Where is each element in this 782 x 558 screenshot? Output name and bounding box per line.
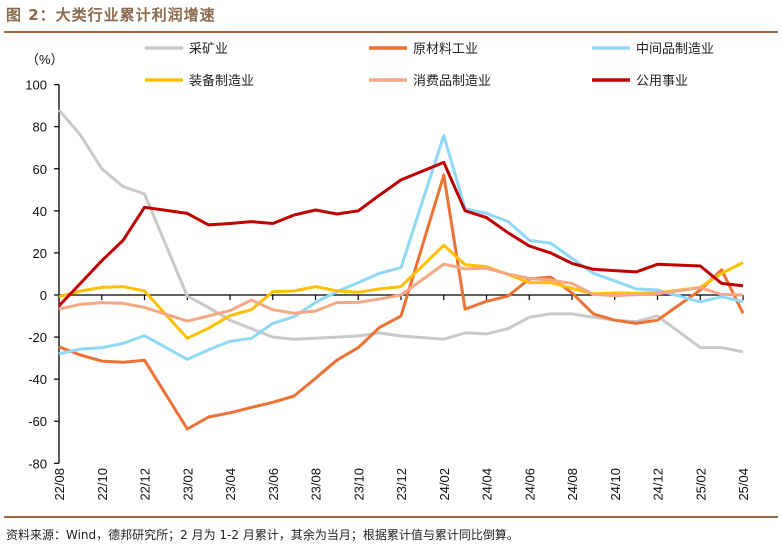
legend-label: 公用事业 [636, 74, 688, 89]
x-tick-label: 24/04 [480, 468, 495, 501]
x-tick-label: 24/10 [608, 468, 623, 501]
y-tick-label: 0 [40, 288, 47, 303]
legend-label: 消费品制造业 [413, 74, 491, 89]
x-tick-label: 23/02 [180, 468, 195, 501]
series-line-2 [58, 134, 744, 361]
legend-label: 中间品制造业 [636, 42, 714, 57]
series-line-1 [58, 173, 745, 431]
series-line-3 [58, 243, 744, 340]
figure-title: 图 2：大类行业累计利润增速 [6, 6, 216, 24]
x-tick-label: 22/12 [138, 468, 153, 501]
y-tick-label: -80 [28, 456, 47, 471]
footer-divider [4, 516, 778, 518]
y-axis-label: （%） [26, 52, 64, 67]
series-line-4 [58, 262, 744, 323]
x-tick-label: 23/10 [351, 468, 366, 501]
x-tick-label: 24/02 [437, 468, 452, 501]
y-tick-label: -20 [28, 330, 47, 345]
y-tick-label: 20 [33, 246, 47, 261]
x-tick-label: 25/02 [693, 468, 708, 501]
x-tick-label: 22/10 [95, 468, 110, 501]
legend-label: 采矿业 [189, 42, 228, 57]
x-tick-label: 24/06 [522, 468, 537, 501]
legend-label: 原材料工业 [413, 42, 478, 57]
x-tick-label: 23/06 [266, 468, 281, 501]
x-tick-label: 22/08 [52, 468, 67, 501]
y-tick-label: -40 [28, 372, 47, 387]
series-line-5 [57, 160, 744, 307]
y-tick-label: -60 [28, 414, 47, 429]
x-tick-label: 23/04 [223, 468, 238, 501]
x-tick-label: 24/08 [565, 468, 580, 501]
y-tick-label: 100 [25, 78, 47, 93]
x-tick-label: 23/12 [394, 468, 409, 501]
source-note: 资料来源：Wind，德邦研究所；2 月为 1-2 月累计，其余为当月；根据累计值… [6, 528, 519, 542]
x-tick-label: 24/12 [651, 468, 666, 501]
title-divider [4, 31, 778, 33]
y-tick-label: 40 [33, 204, 47, 219]
x-tick-label: 23/08 [309, 468, 324, 501]
y-tick-label: 80 [33, 120, 47, 135]
x-tick-label: 25/04 [736, 468, 751, 501]
y-tick-label: 60 [33, 162, 47, 177]
legend-label: 装备制造业 [189, 73, 254, 89]
